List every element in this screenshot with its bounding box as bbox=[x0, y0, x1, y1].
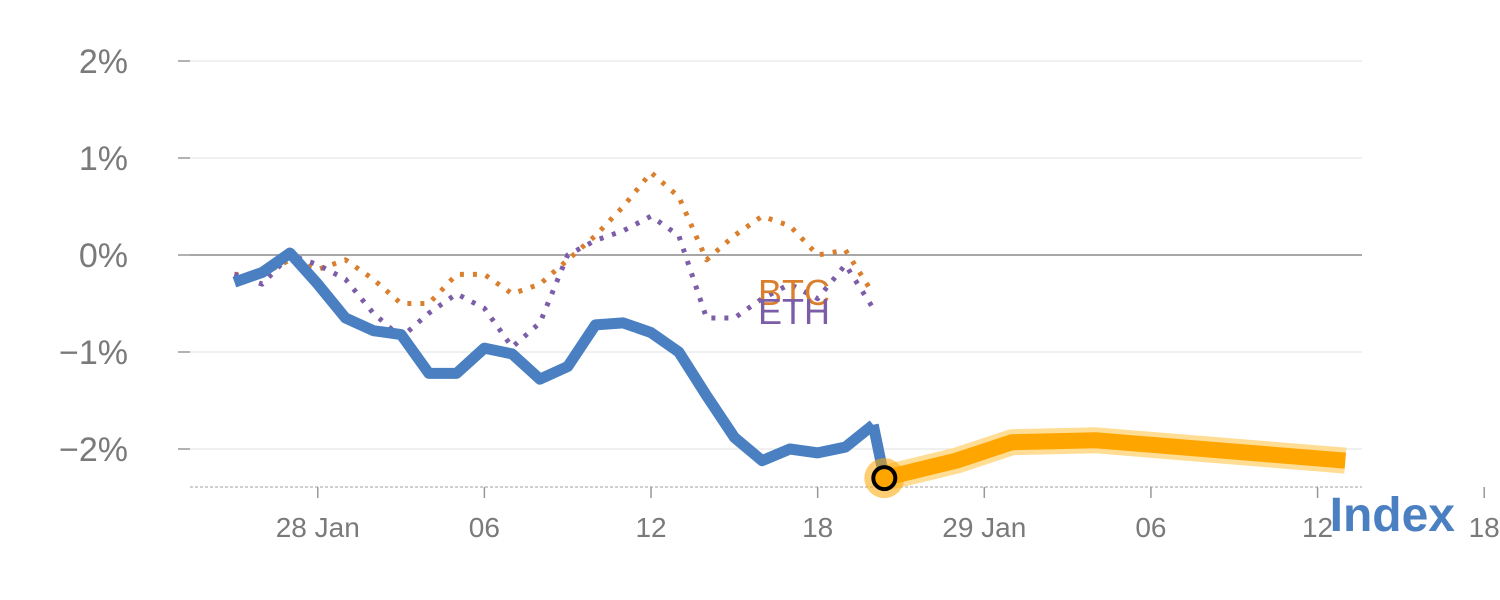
y-tick-label: 0% bbox=[79, 237, 128, 275]
y-tick-label: −2% bbox=[59, 431, 128, 469]
index-series-label: Index bbox=[1330, 489, 1456, 542]
index-projection-band bbox=[882, 432, 1346, 486]
x-tick-label: 12 bbox=[1302, 512, 1333, 543]
plot-area bbox=[232, 170, 1347, 499]
btc-series-label: BTC bbox=[758, 272, 830, 313]
y-tick-label: 1% bbox=[79, 140, 128, 178]
index-series-line bbox=[232, 247, 877, 467]
y-tick-label: 2% bbox=[79, 43, 128, 81]
x-axis-ticks: 28 Jan 06 12 18 29 Jan 06 12 18 bbox=[276, 487, 1500, 543]
x-tick-label: 29 Jan bbox=[942, 512, 1026, 543]
current-point-marker bbox=[871, 465, 898, 492]
x-tick-label: 12 bbox=[635, 512, 666, 543]
x-tick-label: 18 bbox=[802, 512, 833, 543]
eth-series-label: ETH bbox=[758, 291, 830, 332]
x-tick-label: 28 Jan bbox=[276, 512, 360, 543]
x-tick-label: 18 bbox=[1469, 512, 1500, 543]
grid-lines bbox=[190, 60, 1362, 450]
btc-series-line bbox=[234, 170, 876, 306]
x-tick-label: 06 bbox=[1135, 512, 1166, 543]
y-tick-label: −1% bbox=[59, 334, 128, 372]
x-tick-label: 06 bbox=[469, 512, 500, 543]
y-axis-ticks: 2% 1% 0% −1% −2% bbox=[59, 43, 190, 469]
